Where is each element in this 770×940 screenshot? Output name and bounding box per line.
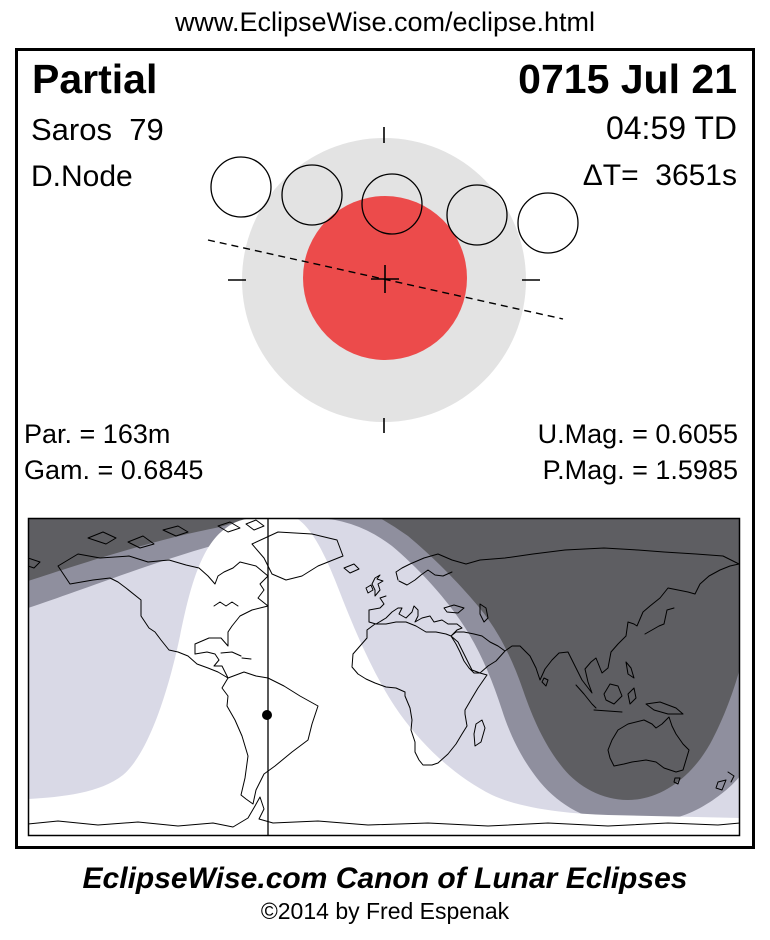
shadow-axis-cross: [371, 265, 399, 293]
zone-visible-white: [28, 518, 740, 836]
continent-outlines: [28, 519, 740, 828]
eclipse-time-label: 04:59 TD: [605, 110, 737, 146]
card-border: [15, 48, 755, 849]
eclipse-date-label: 0715 Jul 21: [518, 56, 737, 102]
continent-islands-australia: [87, 519, 735, 791]
saros-series-label: Saros 79: [31, 112, 164, 147]
map-border: [27, 517, 741, 837]
moon-position-circle-3: [361, 173, 423, 235]
continent-antarctica: [28, 796, 740, 828]
footer-copyright: ©2014 by Fred Espenak: [260, 898, 510, 924]
zone-not-visible-east: [380, 518, 740, 801]
eclipse-type-label: Partial: [32, 56, 158, 102]
node-label: D.Node: [31, 160, 133, 193]
penumbral-magnitude-label: P.Mag. = 1.5985: [542, 455, 738, 485]
footer-canon-title: EclipseWise.com Canon of Lunar Eclipses: [82, 862, 688, 895]
umbral-magnitude-label: U.Mag. = 0.6055: [537, 419, 738, 449]
moon-position-circle-1: [210, 156, 272, 218]
visibility-world-map: [27, 517, 741, 837]
moon-position-circle-4: [446, 184, 508, 246]
sub-lunar-point-dot: [262, 710, 272, 720]
zone-not-visible-west: [28, 518, 247, 581]
shadow-geometry-diagram: [207, 127, 579, 433]
moon-position-circle-2: [281, 164, 343, 226]
moon-position-circle-5: [517, 192, 579, 254]
axis-tick-marks: [228, 127, 540, 433]
gamma-label: Gam. = 0.6845: [24, 455, 204, 485]
page-url-header: www.EclipseWise.com/eclipse.html: [174, 7, 596, 37]
partial-duration-label: Par. = 163m: [24, 419, 171, 449]
delta-t-label: ΔT= 3651s: [582, 159, 737, 192]
continent-south-america: [221, 671, 319, 805]
moon-path-circles: [210, 156, 579, 254]
continent-eurasia-africa: [28, 547, 740, 766]
continent-north-america: [57, 531, 360, 679]
